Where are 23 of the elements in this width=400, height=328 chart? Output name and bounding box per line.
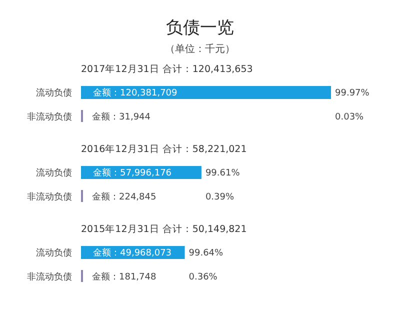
text: 负债一览 xyxy=(166,18,234,38)
y-tick-label: 流动负债 xyxy=(36,88,72,98)
text: 99.61% xyxy=(205,168,240,178)
text: 99.97% xyxy=(335,88,370,98)
data-label: 金额：120,381,709 xyxy=(93,88,178,98)
data-label: 金额：49,968,073 xyxy=(93,248,172,258)
data-label: 金额：31,944 xyxy=(92,112,151,122)
data-label: 金额：57,996,176 xyxy=(93,168,172,178)
text: 0.36% xyxy=(188,272,218,282)
y-tick-label: 非流动负债 xyxy=(27,272,72,282)
chart-title: 2016年12月31日 合计：58,221,021 xyxy=(81,143,247,155)
y-tick-label: 非流动负债 xyxy=(27,192,72,202)
data-label: 金额：224,845 xyxy=(92,192,156,202)
y-tick-label: 流动负债 xyxy=(36,168,72,178)
text: （单位：千元） xyxy=(165,43,235,55)
chart-title: 2015年12月31日 合计：50,149,821 xyxy=(81,223,247,235)
chart-title: 2017年12月31日 合计：120,413,653 xyxy=(81,63,253,75)
y-tick-label: 流动负债 xyxy=(36,248,72,258)
y-tick-label: 非流动负债 xyxy=(27,112,72,122)
text: 0.03% xyxy=(335,112,364,122)
text: 99.64% xyxy=(188,248,224,258)
text: 0.39% xyxy=(205,192,234,202)
data-label: 金额：181,748 xyxy=(92,272,156,282)
